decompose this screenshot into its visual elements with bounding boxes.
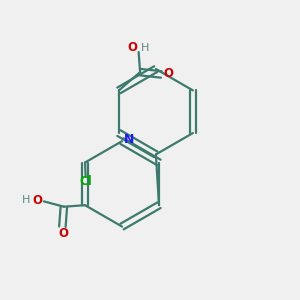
Text: H: H [21,195,30,205]
Text: Cl: Cl [80,176,93,188]
Text: O: O [58,227,68,240]
Text: H: H [141,43,149,53]
Text: N: N [124,134,134,146]
Text: O: O [127,41,137,54]
Text: O: O [32,194,42,207]
Text: O: O [164,68,173,80]
